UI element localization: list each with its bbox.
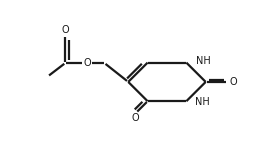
Text: O: O xyxy=(131,113,139,123)
Text: NH: NH xyxy=(195,97,210,107)
Text: NH: NH xyxy=(196,56,211,66)
Text: O: O xyxy=(230,77,237,87)
Text: O: O xyxy=(83,58,91,68)
Text: O: O xyxy=(61,25,69,35)
